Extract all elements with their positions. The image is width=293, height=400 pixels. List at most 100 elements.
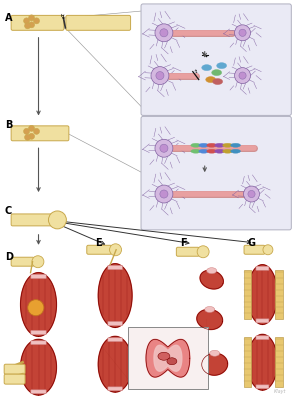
FancyBboxPatch shape [31,341,46,344]
Text: D: D [5,252,13,262]
Ellipse shape [156,72,164,80]
Ellipse shape [235,25,251,41]
FancyBboxPatch shape [31,390,46,394]
FancyBboxPatch shape [275,337,283,387]
Ellipse shape [235,68,251,84]
Polygon shape [154,345,182,371]
FancyBboxPatch shape [4,364,25,374]
Text: ↯: ↯ [60,14,66,20]
Ellipse shape [25,134,30,140]
Ellipse shape [110,244,122,256]
Ellipse shape [28,22,35,28]
FancyBboxPatch shape [256,385,269,389]
Ellipse shape [28,133,35,139]
Polygon shape [248,334,277,390]
Text: G: G [248,238,255,248]
Ellipse shape [207,268,217,274]
Ellipse shape [205,306,215,312]
FancyBboxPatch shape [256,319,269,323]
Ellipse shape [223,149,233,153]
FancyBboxPatch shape [87,245,112,254]
Ellipse shape [197,246,209,258]
Ellipse shape [207,143,217,147]
FancyBboxPatch shape [31,330,46,335]
FancyBboxPatch shape [243,270,251,320]
Ellipse shape [202,65,212,71]
FancyBboxPatch shape [31,274,46,278]
Text: ↯: ↯ [194,69,198,74]
Ellipse shape [33,18,40,24]
Ellipse shape [33,128,40,134]
Ellipse shape [207,149,217,153]
Ellipse shape [239,29,246,36]
FancyBboxPatch shape [128,327,208,389]
Polygon shape [146,339,190,377]
Text: A: A [5,13,12,23]
FancyBboxPatch shape [4,374,25,384]
FancyBboxPatch shape [108,322,122,326]
Ellipse shape [32,256,44,268]
Ellipse shape [28,300,44,316]
Ellipse shape [155,24,173,42]
Text: Klayt: Klayt [274,389,286,394]
Polygon shape [248,265,277,324]
Ellipse shape [231,149,241,153]
Ellipse shape [191,143,201,147]
Text: E: E [95,238,102,248]
FancyBboxPatch shape [11,15,64,30]
Ellipse shape [160,29,168,37]
FancyBboxPatch shape [11,214,52,226]
Polygon shape [21,273,57,336]
Ellipse shape [248,190,255,198]
FancyBboxPatch shape [108,387,122,391]
Polygon shape [98,336,132,392]
Ellipse shape [215,149,225,153]
FancyBboxPatch shape [244,245,265,254]
Ellipse shape [28,15,35,21]
Ellipse shape [160,144,168,152]
Polygon shape [200,270,223,289]
Ellipse shape [223,143,233,147]
Ellipse shape [155,185,173,203]
FancyBboxPatch shape [141,116,291,230]
FancyBboxPatch shape [108,338,122,342]
Ellipse shape [191,149,201,153]
Ellipse shape [25,23,30,29]
Ellipse shape [210,350,220,356]
Polygon shape [98,264,132,327]
Ellipse shape [231,143,241,147]
FancyBboxPatch shape [11,257,34,266]
Ellipse shape [48,211,67,229]
FancyBboxPatch shape [108,266,122,270]
Ellipse shape [243,186,260,202]
Polygon shape [21,339,57,395]
Ellipse shape [206,76,216,82]
Ellipse shape [217,63,226,69]
FancyBboxPatch shape [256,266,269,270]
Ellipse shape [155,139,173,157]
FancyBboxPatch shape [176,247,199,256]
Polygon shape [202,353,228,375]
FancyBboxPatch shape [243,337,251,387]
Text: C: C [5,206,12,216]
Text: B: B [5,120,12,130]
Ellipse shape [160,190,168,198]
Ellipse shape [263,245,273,255]
Ellipse shape [199,149,209,153]
Ellipse shape [151,67,169,84]
Ellipse shape [213,78,223,84]
FancyBboxPatch shape [11,126,69,141]
Ellipse shape [158,352,170,360]
Ellipse shape [28,125,35,131]
Ellipse shape [215,143,225,147]
Polygon shape [197,309,223,330]
Text: F: F [180,238,186,248]
FancyBboxPatch shape [141,4,291,116]
FancyBboxPatch shape [66,15,131,30]
Ellipse shape [23,18,30,24]
Ellipse shape [23,128,30,134]
Ellipse shape [199,143,209,147]
FancyBboxPatch shape [256,336,269,340]
Ellipse shape [212,70,222,76]
Ellipse shape [167,358,177,365]
